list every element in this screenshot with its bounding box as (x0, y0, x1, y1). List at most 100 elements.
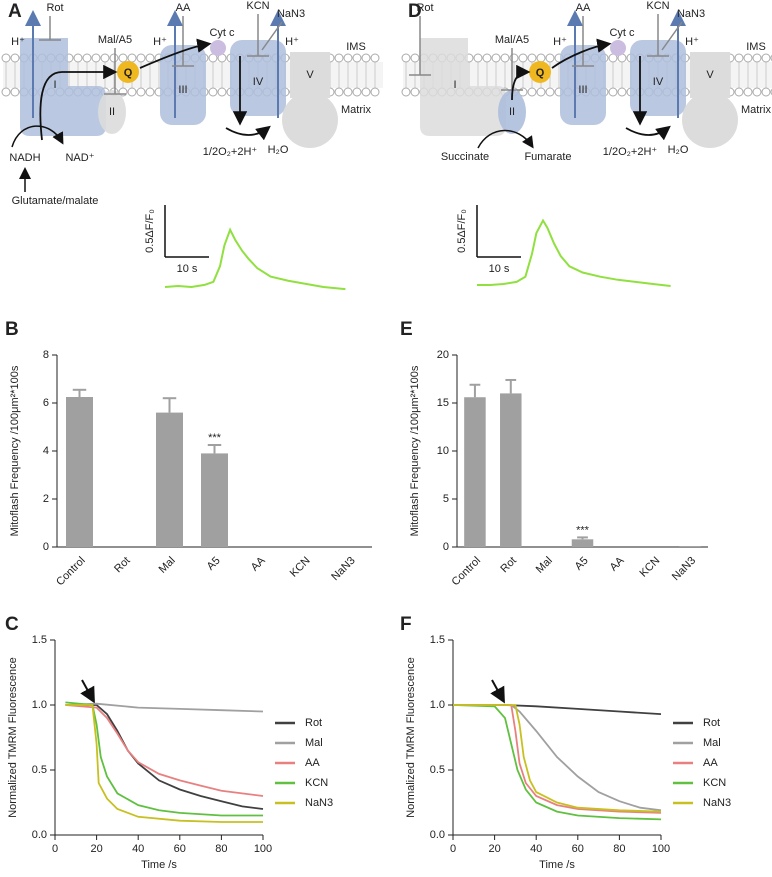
lipid-head (1, 53, 11, 63)
inhibitor-label: Mal/A5 (98, 34, 132, 46)
substrate-label: NADH (9, 152, 40, 164)
x-tick-label: A5 (573, 555, 591, 573)
ubiquinone (117, 61, 139, 83)
complex-ii (498, 90, 526, 134)
lipid-head (500, 53, 510, 63)
x-tick-label: 20 (488, 843, 500, 855)
x-tick-label: Rot (112, 555, 133, 576)
complex-i (420, 38, 506, 136)
x-tick-label: 80 (613, 843, 625, 855)
proton-label: H⁺ (553, 36, 567, 48)
legend-label: NaN3 (703, 797, 731, 809)
x-tick-label: Rot (498, 555, 519, 576)
inhibitor-label: AA (176, 2, 191, 14)
lipid-head (127, 87, 137, 97)
complex-v (690, 52, 730, 98)
electron-path (225, 125, 271, 141)
lipid-head (127, 53, 137, 63)
complex-ii (98, 90, 126, 134)
lipid-head (545, 53, 555, 63)
space-label: Matrix (341, 104, 371, 116)
lipid-head (482, 53, 492, 63)
x-tick-label: KCN (288, 555, 313, 580)
lipid-head (91, 53, 101, 63)
bar (201, 453, 228, 547)
y-tick-label: 0.5 (430, 764, 445, 776)
electron-path (625, 125, 671, 141)
inhibitor-line (261, 21, 283, 51)
proton-label: H⁺ (285, 36, 299, 48)
complex-iii (160, 45, 206, 125)
x-axis-label: Time /s (539, 859, 575, 871)
complex-label: II (509, 106, 515, 118)
complex-label: II (109, 106, 115, 118)
y-tick-label: 1.5 (32, 634, 47, 646)
x-tick-label: AA (608, 554, 627, 573)
cytochrome-c (610, 40, 626, 56)
lipid-head (145, 53, 155, 63)
trace-line (477, 218, 671, 288)
x-tick-label: 80 (215, 843, 227, 855)
inhibitor-label: Mal/A5 (495, 34, 529, 46)
electron-path (511, 64, 531, 101)
x-tick-label: 100 (652, 843, 670, 855)
lipid-head (743, 87, 753, 97)
y-tick-label: 4 (43, 445, 49, 457)
proton-label: H⁺ (153, 36, 167, 48)
lipid-head (536, 87, 546, 97)
electron-path (39, 64, 118, 141)
reaction-label: H₂O (268, 144, 289, 156)
lipid-head (82, 53, 92, 63)
bar (571, 539, 594, 547)
complex-label: V (706, 69, 714, 81)
x-tick-label: KCN (637, 555, 662, 580)
lipid-head (136, 53, 146, 63)
x-tick-label: NaN3 (670, 555, 698, 583)
y-tick-label: 15 (437, 397, 449, 409)
lipid-head (536, 53, 546, 63)
lipid-head (401, 53, 411, 63)
bar (66, 397, 93, 547)
series-line (65, 704, 264, 797)
legend-label: NaN3 (305, 797, 333, 809)
lipid-head (509, 53, 519, 63)
scale-bar-label: 0.5ΔF/F₀ (456, 209, 468, 253)
x-tick-label: 40 (132, 843, 144, 855)
y-tick-label: 1.5 (430, 634, 445, 646)
y-tick-label: 5 (443, 493, 449, 505)
y-tick-label: 8 (43, 349, 49, 361)
lipid-head (1, 87, 11, 97)
lipid-head (370, 53, 380, 63)
panel-letter: F (400, 614, 412, 635)
complex-i (20, 38, 106, 136)
x-tick-label: 60 (174, 843, 186, 855)
lipid-head (518, 53, 528, 63)
lipid-head (361, 87, 371, 97)
y-tick-label: 0 (43, 541, 49, 553)
treatment-arrow (490, 679, 505, 704)
y-tick-label: 0.0 (430, 829, 445, 841)
lipid-head (334, 53, 344, 63)
ubiquinone (529, 61, 551, 83)
legend-label: KCN (703, 777, 726, 789)
complex-label: I (453, 79, 456, 91)
legend-label: AA (305, 757, 320, 769)
series-line (65, 701, 263, 817)
lipid-head (109, 53, 119, 63)
proton-label: H⁺ (685, 36, 699, 48)
inhibitor-label: NaN3 (277, 8, 305, 20)
legend-label: KCN (305, 777, 328, 789)
electron-path (551, 38, 612, 69)
x-tick-label: 100 (254, 843, 272, 855)
lipid-head (352, 53, 362, 63)
lipid-head (752, 87, 762, 97)
y-axis-label: Normalized TMRM Fluorescence (7, 657, 19, 818)
lipid-head (10, 53, 20, 63)
reaction-arrow (11, 125, 64, 148)
x-tick-label: 40 (530, 843, 542, 855)
scale-bar-label: 10 s (489, 263, 510, 275)
y-tick-label: 1.0 (430, 699, 445, 711)
lipid-head (617, 87, 627, 97)
lipid-head (752, 53, 762, 63)
reaction-arrow (477, 129, 534, 149)
